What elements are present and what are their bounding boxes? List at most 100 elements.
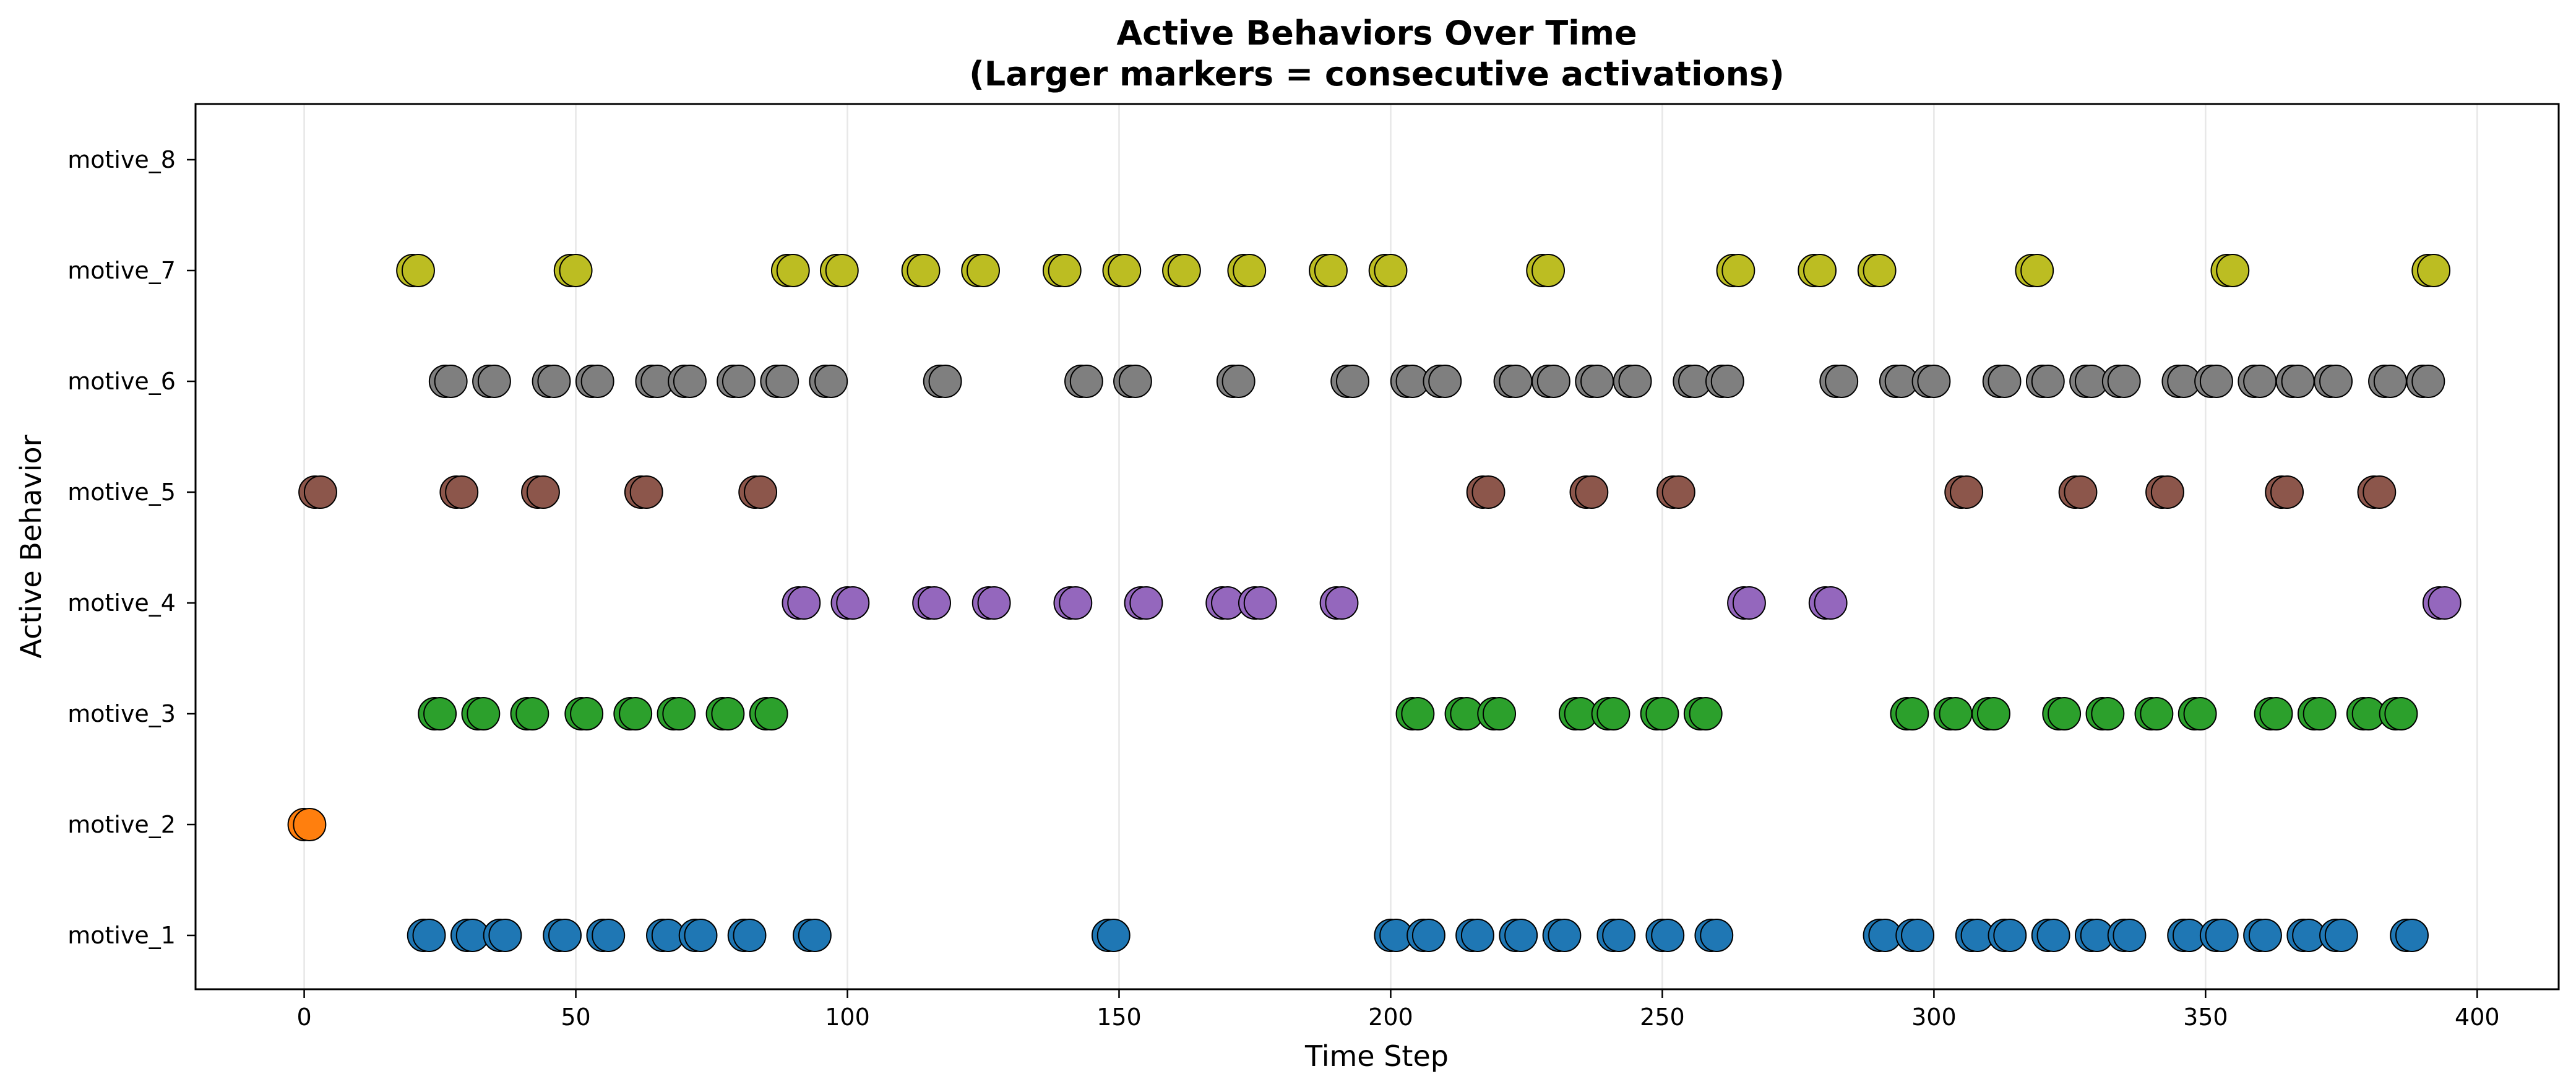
data-point-motive_4 — [1059, 586, 1093, 620]
data-point-motive_6 — [2243, 365, 2277, 398]
data-point-motive_6 — [673, 365, 707, 398]
data-point-motive_5 — [1575, 475, 1609, 509]
data-point-motive_6 — [722, 365, 756, 398]
data-point-motive_6 — [1536, 365, 1570, 398]
data-point-motive_3 — [1939, 697, 1973, 730]
data-point-motive_5 — [445, 475, 479, 509]
data-point-motive_6 — [2107, 365, 2141, 398]
y-tick-label: motive_1 — [67, 922, 176, 949]
data-point-motive_3 — [2048, 697, 2082, 730]
data-point-motive_3 — [1596, 697, 1630, 730]
data-point-motive_6 — [434, 365, 468, 398]
data-point-motive_6 — [2411, 365, 2445, 398]
data-point-motive_7 — [1233, 254, 1267, 287]
x-tick-label: 250 — [1640, 1003, 1685, 1031]
data-point-motive_5 — [2270, 475, 2304, 509]
data-point-motive_1 — [1993, 919, 2027, 952]
data-point-motive_1 — [1096, 919, 1131, 952]
data-point-motive_4 — [1243, 586, 1277, 620]
x-tick-label: 100 — [825, 1003, 870, 1031]
y-tick-label: motive_5 — [67, 479, 176, 506]
data-point-motive_5 — [744, 475, 778, 509]
data-points — [287, 254, 2462, 952]
data-point-motive_3 — [619, 697, 653, 730]
plot-area-frame — [194, 103, 2560, 990]
data-point-motive_7 — [559, 254, 593, 287]
data-point-motive_7 — [1531, 254, 1566, 287]
data-point-motive_6 — [2373, 365, 2407, 398]
y-axis-label: Active Behavior — [14, 435, 48, 658]
gridlines — [303, 104, 2478, 989]
data-point-motive_1 — [2324, 919, 2358, 952]
data-point-motive_5 — [2363, 475, 2397, 509]
data-point-motive_4 — [787, 586, 821, 620]
data-point-motive_6 — [1428, 365, 1462, 398]
data-point-motive_6 — [477, 365, 511, 398]
data-point-motive_5 — [526, 475, 560, 509]
data-point-motive_5 — [2064, 475, 2098, 509]
y-tick-label: motive_6 — [67, 368, 176, 395]
data-point-motive_6 — [537, 365, 571, 398]
data-point-motive_6 — [1221, 365, 1256, 398]
data-point-motive_3 — [515, 697, 549, 730]
data-point-motive_3 — [570, 697, 604, 730]
x-tick-label: 0 — [296, 1003, 311, 1031]
data-point-motive_3 — [754, 697, 788, 730]
data-point-motive_5 — [2150, 475, 2184, 509]
data-point-motive_7 — [1048, 254, 1082, 287]
data-point-motive_5 — [1661, 475, 1695, 509]
y-tick-label: motive_2 — [67, 811, 176, 838]
data-point-motive_7 — [2216, 254, 2250, 287]
data-point-motive_3 — [1483, 697, 1517, 730]
data-point-motive_1 — [412, 919, 446, 952]
x-tick-label: 300 — [1911, 1003, 1957, 1031]
data-point-motive_4 — [1129, 586, 1163, 620]
y-tick-label: motive_8 — [67, 146, 176, 173]
data-point-motive_3 — [423, 697, 457, 730]
data-point-motive_7 — [1314, 254, 1348, 287]
data-point-motive_5 — [1950, 475, 1984, 509]
x-tick-label: 400 — [2455, 1003, 2500, 1031]
data-point-motive_6 — [1618, 365, 1652, 398]
data-point-motive_6 — [928, 365, 962, 398]
data-point-motive_6 — [2281, 365, 2315, 398]
data-point-motive_7 — [2020, 254, 2054, 287]
data-point-motive_6 — [1069, 365, 1103, 398]
x-tick-label: 50 — [561, 1003, 590, 1031]
data-point-motive_6 — [2319, 365, 2353, 398]
data-point-motive_7 — [1167, 254, 1201, 287]
data-point-motive_1 — [548, 919, 582, 952]
y-tick-label: motive_3 — [67, 700, 176, 727]
data-point-motive_4 — [977, 586, 1011, 620]
x-axis-label: Time Step — [1304, 1039, 1449, 1073]
data-point-motive_1 — [1651, 919, 1685, 952]
axis-ticks: 0 50 100 150 200 250 300 350 400 motive_1 motive_2… — [67, 146, 2499, 1031]
data-point-motive_7 — [967, 254, 1000, 287]
data-point-motive_1 — [684, 919, 718, 952]
data-point-motive_4 — [1732, 586, 1766, 620]
data-point-motive_7 — [907, 254, 941, 287]
y-tick-label: motive_7 — [67, 257, 176, 284]
data-point-motive_3 — [467, 697, 501, 730]
data-point-motive_1 — [488, 919, 522, 952]
data-point-motive_3 — [2183, 697, 2217, 730]
data-point-motive_7 — [1803, 254, 1837, 287]
y-tick-label: motive_4 — [67, 589, 176, 617]
chart-subtitle: (Larger markers = consecutive activation… — [969, 54, 1785, 93]
data-point-motive_6 — [1335, 365, 1369, 398]
data-point-motive_1 — [1460, 919, 1494, 952]
data-point-motive_3 — [2302, 697, 2337, 730]
data-point-motive_6 — [1917, 365, 1951, 398]
data-point-motive_7 — [2417, 254, 2451, 287]
data-point-motive_5 — [1471, 475, 1506, 509]
data-point-motive_7 — [1108, 254, 1142, 287]
data-point-motive_6 — [580, 365, 614, 398]
data-point-motive_1 — [1700, 919, 1734, 952]
data-point-motive_7 — [1863, 254, 1897, 287]
data-point-motive_1 — [733, 919, 767, 952]
data-point-motive_1 — [2113, 919, 2147, 952]
data-point-motive_4 — [917, 586, 951, 620]
data-point-motive_3 — [1645, 697, 1679, 730]
